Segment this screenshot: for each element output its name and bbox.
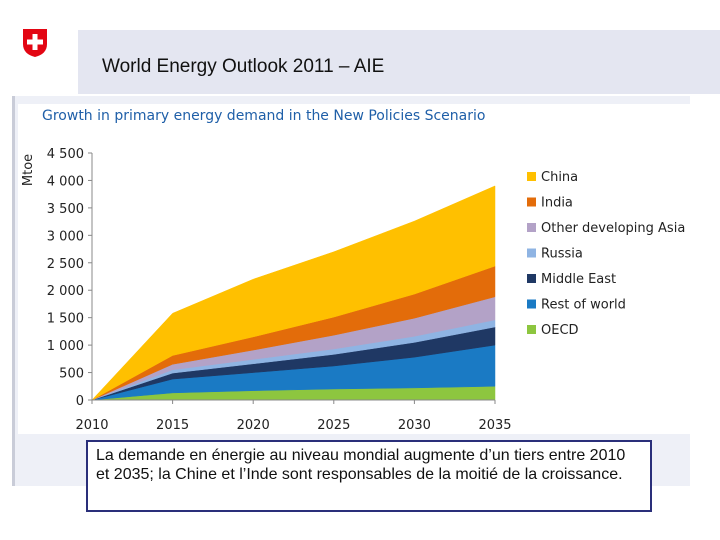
legend-swatch (527, 223, 536, 232)
chart-title: Growth in primary energy demand in the N… (42, 108, 486, 124)
y-tick-label: 500 (59, 367, 84, 382)
header-bar (78, 30, 720, 94)
legend-swatch (527, 299, 536, 309)
x-tick-label: 2015 (156, 418, 189, 433)
x-tick-label: 2035 (478, 418, 511, 433)
y-tick-label: 4 000 (47, 174, 84, 189)
legend-swatch (527, 325, 536, 334)
y-axis-label: Mtoe (21, 154, 36, 186)
legend-label: Rest of world (541, 298, 626, 313)
legend-label: Other developing Asia (541, 221, 685, 236)
x-tick-label: 2030 (398, 418, 431, 433)
caption-text: La demande en énergie au niveau mondial … (86, 440, 652, 512)
x-tick-label: 2020 (237, 418, 270, 433)
y-tick-label: 1 000 (47, 339, 84, 354)
swiss-cross-logo (23, 29, 47, 57)
y-tick-label: 3 500 (47, 202, 84, 217)
legend-swatch (527, 274, 536, 283)
area-china (91, 185, 496, 401)
legend-label: China (541, 170, 578, 185)
legend-swatch (527, 172, 536, 181)
y-tick-label: 1 500 (47, 312, 84, 327)
legend-swatch (527, 248, 536, 258)
y-tick-label: 3 000 (47, 229, 84, 244)
legend-label: Middle East (541, 272, 616, 287)
legend-swatch (527, 197, 536, 207)
y-tick-label: 2 500 (47, 257, 84, 272)
legend-label: India (541, 196, 573, 211)
x-tick-label: 2025 (317, 418, 350, 433)
legend-label: OECD (541, 323, 579, 338)
page-title: World Energy Outlook 2011 – AIE (102, 56, 385, 77)
y-tick-label: 4 500 (47, 147, 84, 162)
x-tick-label: 2010 (75, 418, 108, 433)
y-tick-label: 2 000 (47, 284, 84, 299)
y-tick-label: 0 (76, 394, 84, 409)
legend-label: Russia (541, 247, 583, 262)
